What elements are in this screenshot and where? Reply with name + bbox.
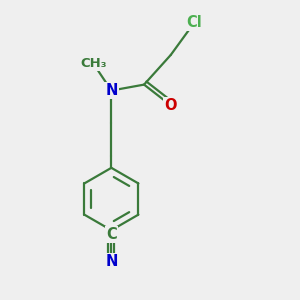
Text: C: C: [106, 227, 117, 242]
Text: Cl: Cl: [187, 15, 202, 30]
Text: O: O: [165, 98, 177, 113]
Text: N: N: [105, 254, 118, 269]
Text: N: N: [105, 83, 118, 98]
Text: CH₃: CH₃: [80, 57, 107, 70]
